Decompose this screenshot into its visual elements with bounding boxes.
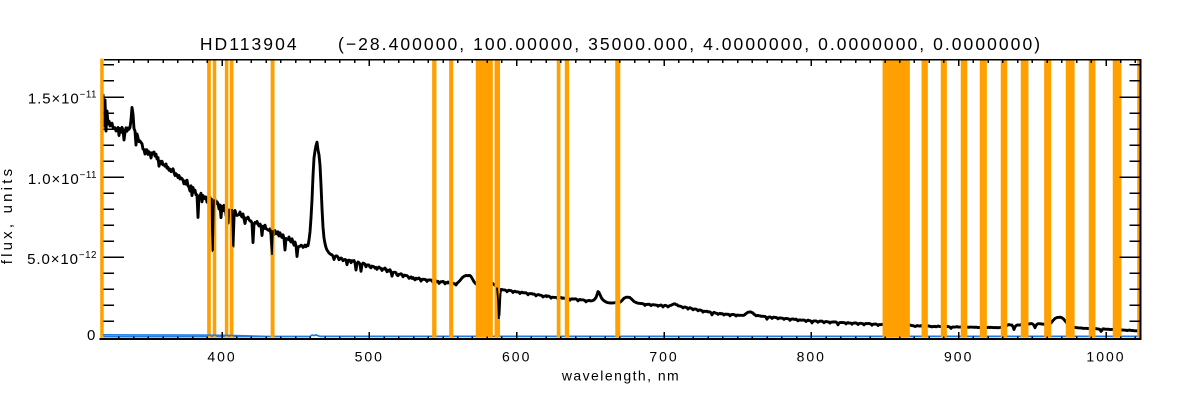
svg-text:1.0×10−11: 1.0×10−11 xyxy=(28,170,97,188)
svg-text:400: 400 xyxy=(207,349,236,365)
svg-text:900: 900 xyxy=(944,349,973,365)
svg-text:HD113904 (−28.400000, 100.0: HD113904 (−28.400000, 100.00000, 35000.0… xyxy=(200,34,1042,54)
svg-text:1.5×10−11: 1.5×10−11 xyxy=(28,90,97,108)
svg-text:600: 600 xyxy=(502,349,531,365)
svg-text:500: 500 xyxy=(355,349,384,365)
svg-text:flux, units: flux, units xyxy=(0,166,16,265)
svg-text:700: 700 xyxy=(649,349,678,365)
svg-text:800: 800 xyxy=(797,349,826,365)
svg-text:0: 0 xyxy=(87,327,96,344)
svg-text:wavelength, nm: wavelength, nm xyxy=(561,367,680,383)
svg-text:1000: 1000 xyxy=(1086,349,1125,365)
